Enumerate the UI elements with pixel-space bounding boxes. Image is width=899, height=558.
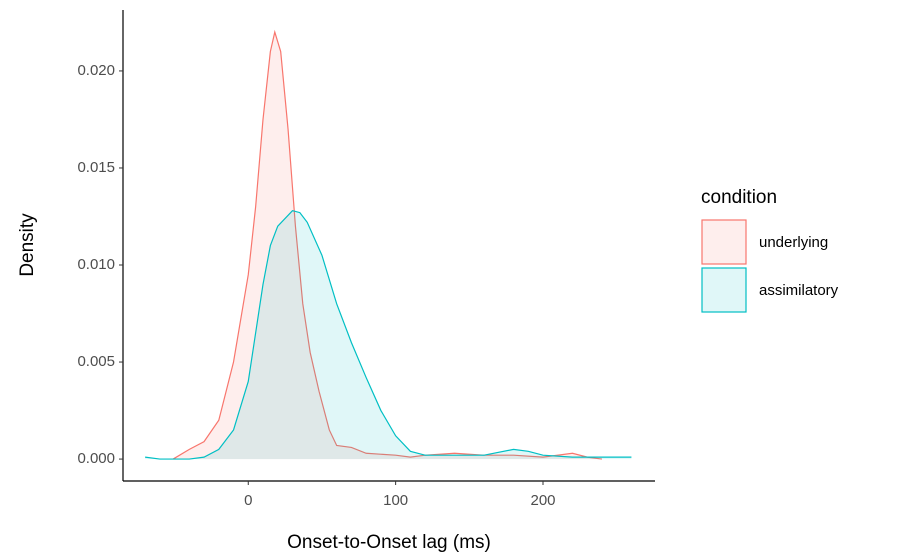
x-tick-label: 0 — [244, 492, 252, 509]
y-tick-label: 0.015 — [77, 159, 115, 176]
y-tick-label: 0.010 — [77, 256, 115, 273]
y-tick-label: 0.005 — [77, 353, 115, 370]
x-tick-label: 200 — [530, 492, 555, 509]
density-line — [172, 29, 603, 460]
legend-title: condition — [701, 187, 777, 208]
y-tick-label: 0.020 — [77, 62, 115, 79]
density-fill — [145, 210, 632, 460]
legend-key — [701, 219, 747, 265]
y-tick-label: 0.000 — [77, 450, 115, 467]
density-line — [145, 209, 632, 460]
legend-key — [701, 267, 747, 313]
legend-label: underlying — [759, 234, 828, 251]
y-axis-title: Density — [17, 213, 38, 277]
x-axis-title: Onset-to-Onset lag (ms) — [287, 532, 491, 553]
density-fill — [173, 32, 602, 460]
legend-label: assimilatory — [759, 282, 839, 299]
x-tick-label: 100 — [383, 492, 408, 509]
